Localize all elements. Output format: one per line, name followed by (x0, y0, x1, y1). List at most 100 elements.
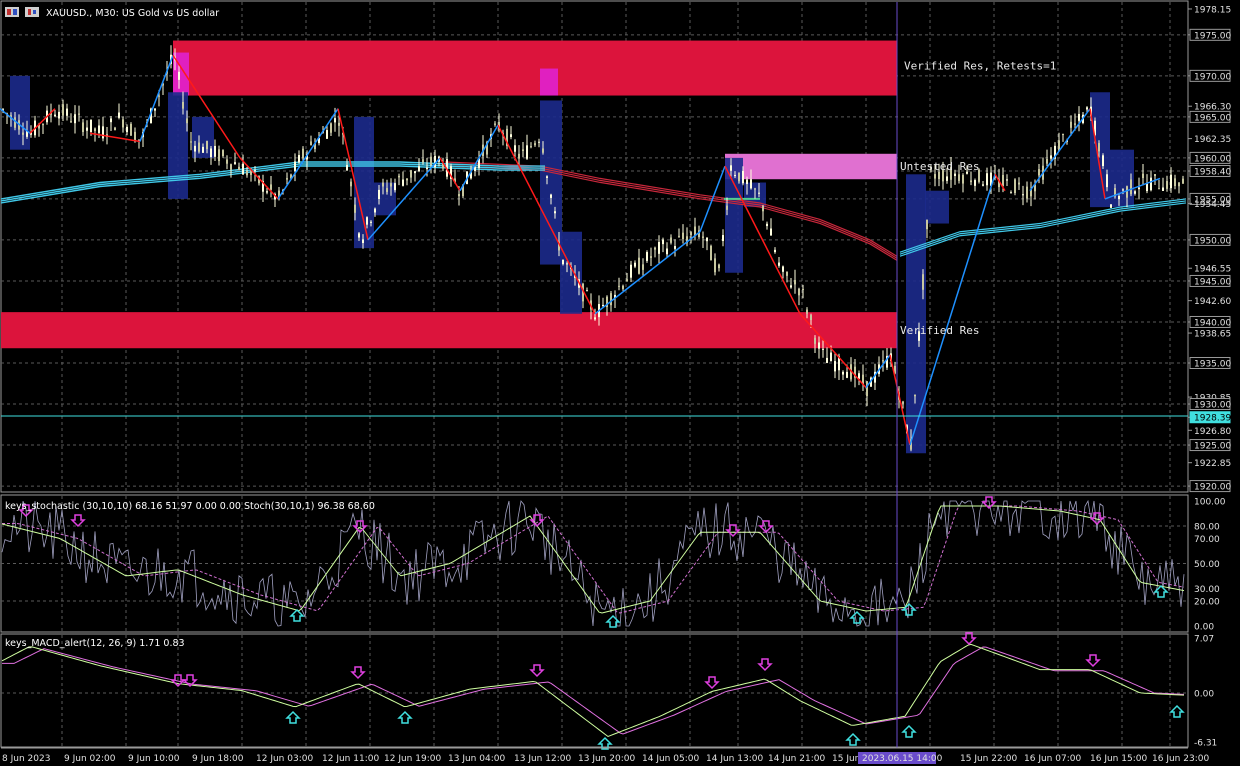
time-label: 14 Jun 05:00 (642, 754, 699, 764)
candle-body (1170, 174, 1172, 189)
candle-body (94, 128, 96, 132)
candle-body (134, 131, 136, 142)
candle-body (642, 264, 644, 270)
candle-body (1138, 187, 1140, 190)
candle-body (290, 174, 292, 179)
candle-body (838, 356, 840, 371)
candle-body (1178, 182, 1180, 187)
stochastic-level-label: 50.00 (1194, 560, 1220, 570)
candle-body (366, 217, 368, 225)
candle-body (958, 174, 960, 181)
down-arrow-icon (350, 666, 366, 680)
candle-body (2, 109, 4, 111)
price-pane[interactable]: Verified Res, Retests=1 Untested Res Verif… (0, 0, 1189, 493)
candle-body (38, 124, 40, 129)
candle-body (998, 179, 1000, 188)
window-icons (5, 7, 39, 17)
stochastic-pane[interactable]: keys_stochastic (30,10,10) 68.16 51.97 0… (0, 494, 1189, 633)
candle-body (1154, 174, 1156, 177)
candle-body (1054, 145, 1056, 159)
price-label: 1935.00 (1194, 360, 1231, 370)
candle-body (70, 121, 72, 123)
price-label-box (1189, 398, 1231, 411)
candle-body (1018, 182, 1020, 185)
price-label: 1965.00 (1194, 113, 1231, 123)
candle-body (258, 176, 260, 184)
price-label: 1938.65 (1194, 330, 1231, 340)
candle-body (126, 126, 128, 133)
candle-body (854, 366, 856, 378)
price-label: 1954.45 (1194, 200, 1231, 210)
price-label-box (1189, 233, 1231, 246)
candle-body (1070, 121, 1072, 128)
bar-box (374, 182, 396, 216)
price-label: 1920.00 (1194, 483, 1231, 493)
candle-body (622, 285, 624, 289)
ma-cyan-line-2 (899, 202, 1187, 257)
candle-body (382, 182, 384, 187)
bar-box (906, 174, 926, 454)
candle-body (270, 184, 272, 190)
candle-body (162, 83, 164, 86)
zone-label-untested: Untested Res (900, 160, 979, 173)
time-axis[interactable]: 8 Jun 2023 9 Jun 02:00 9 Jun 10:00 9 Jun 18… (1, 747, 1209, 764)
candle-body (434, 155, 436, 168)
price-label: 1922.85 (1194, 459, 1231, 469)
wave-up-line (1104, 177, 1161, 200)
stochastic-level-label: 30.00 (1194, 585, 1220, 595)
candle-body (150, 108, 152, 124)
price-label: 1955.00 (1194, 195, 1231, 205)
chart-type-icon (5, 7, 19, 17)
wave-up-line (865, 354, 891, 389)
stochastic-level-label: 80.00 (1194, 523, 1220, 533)
candle-body (522, 149, 524, 151)
candle-body (886, 355, 888, 368)
candle-icon (25, 7, 39, 17)
candle-body (806, 309, 808, 314)
resistance-zone-upper (173, 40, 897, 96)
candle-body (750, 179, 752, 189)
candle-body (1022, 194, 1024, 196)
candle-body (934, 174, 936, 179)
macd-main-line (1, 643, 1185, 738)
macd-title: keys_MACD_alert(12, 26, 9) 1.71 0.83 (5, 638, 185, 649)
candle-body (798, 288, 800, 296)
time-label: 14 Jun 21:00 (768, 754, 825, 764)
candle-body (410, 170, 412, 178)
time-label: 13 Jun 20:00 (578, 754, 635, 764)
candle-body (218, 149, 220, 162)
price-label: 1940.00 (1194, 318, 1231, 328)
candle-body (330, 123, 332, 133)
candle-body (922, 274, 924, 290)
up-arrow-icon (397, 710, 413, 724)
wave-up-line (909, 174, 996, 446)
macd-grid (1, 635, 1188, 746)
up-arrow-icon (845, 732, 861, 746)
candle-body (770, 228, 772, 236)
macd-pane-border (0, 633, 1189, 748)
candle-body (682, 232, 684, 240)
candle-body (710, 245, 712, 261)
candle-body (154, 108, 156, 111)
candle-body (766, 223, 768, 227)
stochastic-title: keys_stochastic (30,10,10) 68.16 51.97 0… (5, 501, 375, 512)
candle-body (242, 163, 244, 175)
price-label: 1945.00 (1194, 277, 1231, 287)
candle-body (1078, 113, 1080, 121)
candle-body (54, 114, 56, 117)
candle-body (450, 166, 452, 179)
ma-cyan-line-2 (899, 198, 1187, 253)
macd-arrows (170, 632, 1185, 750)
candle-body (102, 126, 104, 139)
candle-body (1106, 174, 1108, 188)
macd-pane[interactable]: keys_MACD_alert(12, 26, 9) 1.71 0.83 (0, 632, 1189, 750)
candle-body (1158, 188, 1160, 190)
stochastic-level-label: 20.00 (1194, 598, 1220, 608)
candle-body (1114, 188, 1116, 197)
candle-body (762, 205, 764, 212)
candle-body (326, 130, 328, 139)
candle-body (698, 230, 700, 237)
stochastic-raw-line (1, 499, 1185, 627)
